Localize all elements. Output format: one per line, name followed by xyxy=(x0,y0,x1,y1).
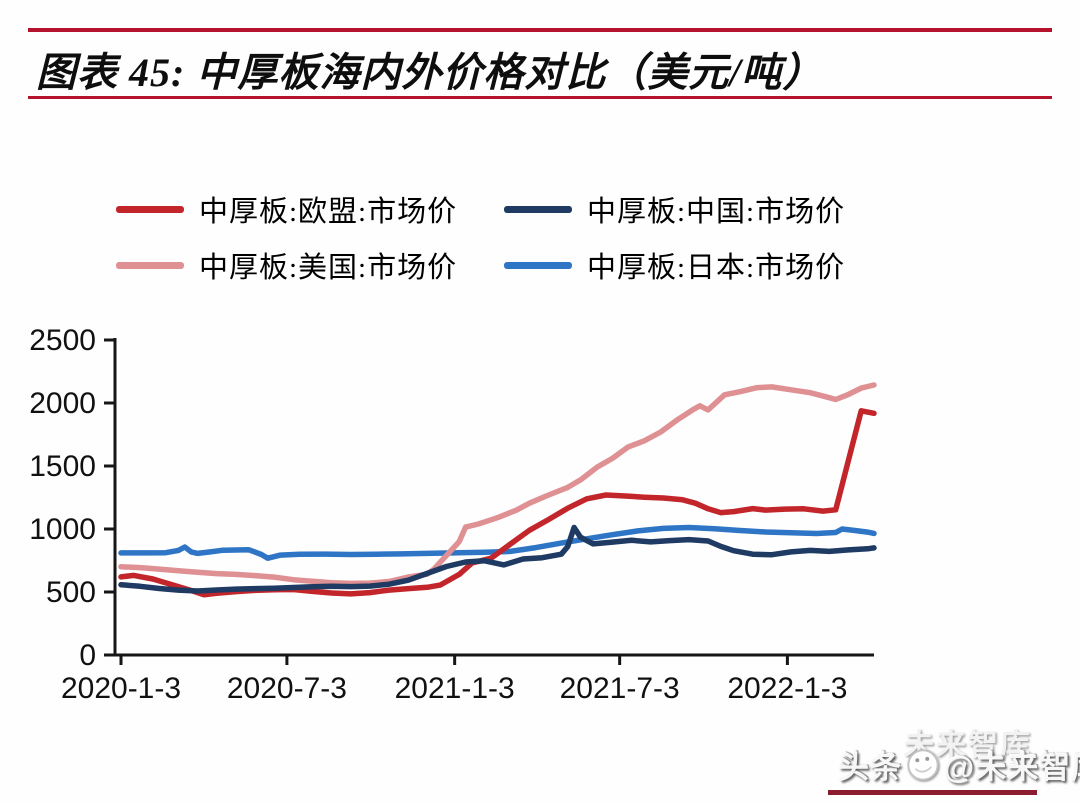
legend-swatch-japan xyxy=(504,261,572,269)
series-line-1 xyxy=(118,524,877,594)
toutiao-logo-icon xyxy=(906,748,940,782)
title-rule-top xyxy=(28,28,1052,32)
watermark-underline xyxy=(828,790,1037,795)
legend-label-japan: 中厚板:日本:市场价 xyxy=(587,252,846,284)
series-line-2 xyxy=(118,382,877,587)
watermark-main-text: 头条 @未来智库 xyxy=(838,742,1080,787)
series-line-0 xyxy=(118,408,877,598)
title-rule-bottom xyxy=(28,96,1052,99)
y-tick-label: 2500 xyxy=(29,324,96,357)
legend-swatch-us xyxy=(116,261,184,269)
legend-item-china: 中厚板:中国:市场价 xyxy=(504,192,845,228)
y-tick-label: 500 xyxy=(46,576,96,609)
x-tick-label: 2022-1-3 xyxy=(727,672,847,705)
x-tick-label: 2020-1-3 xyxy=(61,672,181,705)
legend-swatch-eu xyxy=(116,205,184,213)
figure-title: 图表 45: 中厚板海内外价格对比（美元/吨） xyxy=(36,50,824,95)
watermark-prefix: 头条 xyxy=(838,750,902,785)
legend-label-us: 中厚板:美国:市场价 xyxy=(199,252,458,284)
legend-item-eu: 中厚板:欧盟:市场价 xyxy=(116,192,504,228)
legend-label-china: 中厚板:中国:市场价 xyxy=(587,196,846,228)
chart-legend: 中厚板:欧盟:市场价 中厚板:中国:市场价 中厚板:美国:市场价 中厚板:日本:… xyxy=(116,192,845,284)
legend-item-us: 中厚板:美国:市场价 xyxy=(116,248,504,284)
x-tick-label: 2021-7-3 xyxy=(560,672,680,705)
watermark: 未来智库 头条 @未来智库 xyxy=(828,720,1080,798)
watermark-handle: @未来智库 xyxy=(944,750,1080,785)
x-tick-label: 2020-7-3 xyxy=(227,672,347,705)
legend-item-japan: 中厚板:日本:市场价 xyxy=(504,248,845,284)
legend-label-eu: 中厚板:欧盟:市场价 xyxy=(199,196,458,228)
y-tick-label: 1000 xyxy=(29,513,96,546)
y-tick-label: 1500 xyxy=(29,450,96,483)
y-tick-label: 0 xyxy=(79,639,96,672)
legend-swatch-china xyxy=(504,205,572,213)
x-tick-label: 2021-1-3 xyxy=(395,672,515,705)
y-tick-label: 2000 xyxy=(29,387,96,420)
series-line-3 xyxy=(118,524,877,561)
